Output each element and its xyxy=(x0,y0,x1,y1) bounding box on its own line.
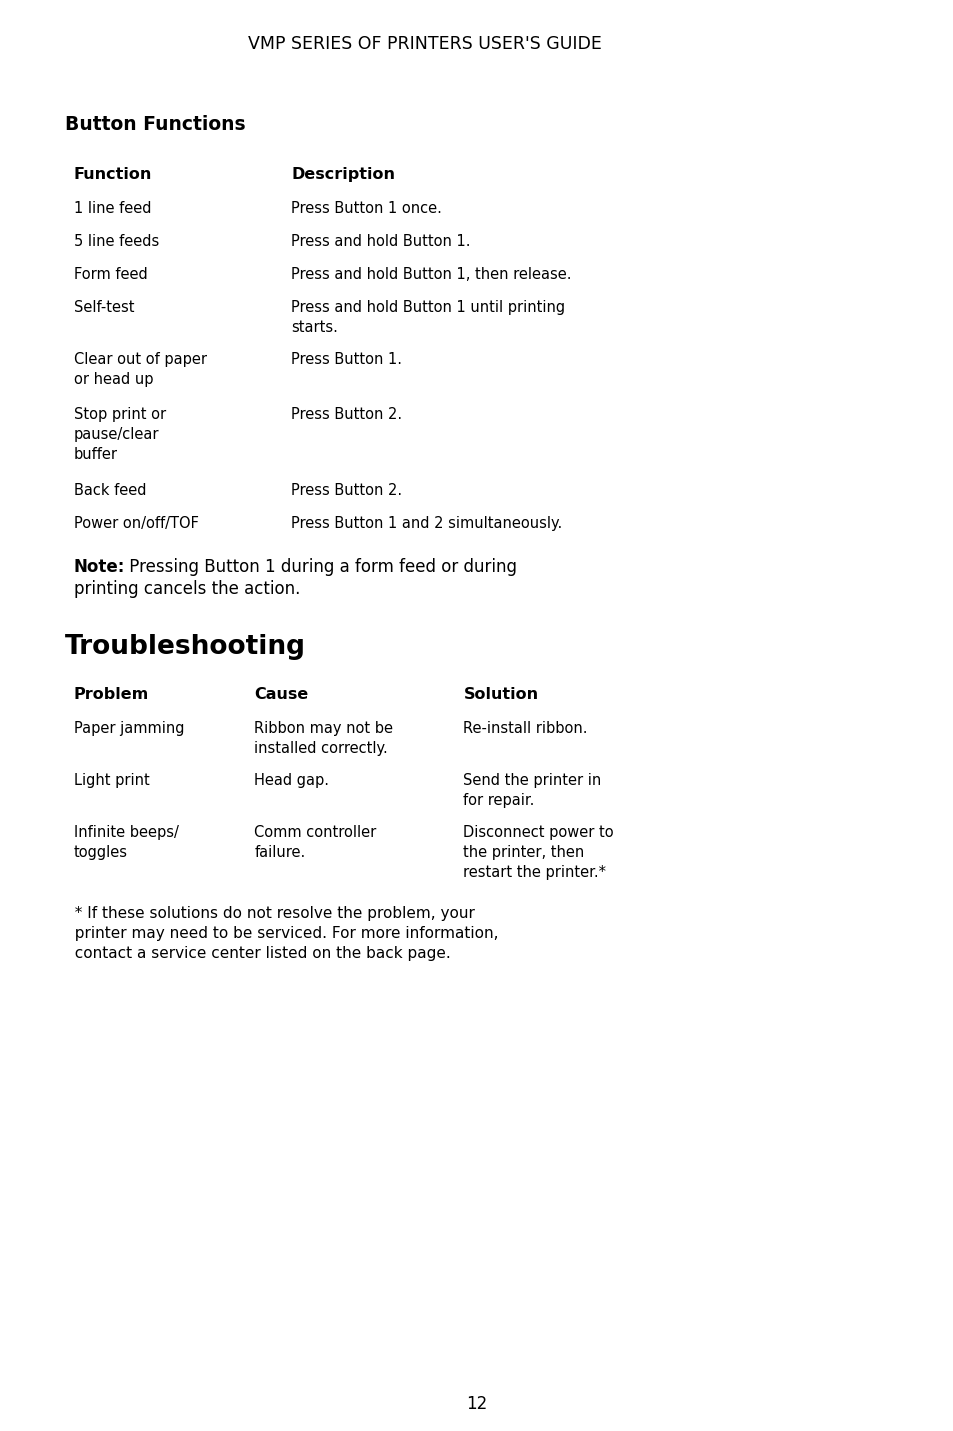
Text: Form feed: Form feed xyxy=(74,268,148,282)
Text: printing cancels the action.: printing cancels the action. xyxy=(74,580,300,598)
Text: Clear out of paper
or head up: Clear out of paper or head up xyxy=(74,352,207,386)
Text: Problem: Problem xyxy=(74,687,149,703)
Text: Function: Function xyxy=(74,167,152,182)
Text: Press and hold Button 1 until printing
starts.: Press and hold Button 1 until printing s… xyxy=(291,301,565,335)
Text: Press Button 1.: Press Button 1. xyxy=(291,352,402,366)
Text: Ribbon may not be
installed correctly.: Ribbon may not be installed correctly. xyxy=(254,721,393,756)
Text: Re-install ribbon.: Re-install ribbon. xyxy=(463,721,587,736)
Text: 5 line feeds: 5 line feeds xyxy=(74,235,159,249)
Text: Cause: Cause xyxy=(254,687,309,703)
Text: Press Button 2.: Press Button 2. xyxy=(291,406,402,422)
Text: Comm controller
failure.: Comm controller failure. xyxy=(254,826,376,860)
Text: Send the printer in
for repair.: Send the printer in for repair. xyxy=(463,773,601,809)
Text: Press Button 1 and 2 simultaneously.: Press Button 1 and 2 simultaneously. xyxy=(291,517,562,531)
Text: Solution: Solution xyxy=(463,687,538,703)
Text: Light print: Light print xyxy=(74,773,150,788)
Text: Button Functions: Button Functions xyxy=(65,114,245,135)
Text: 1 line feed: 1 line feed xyxy=(74,200,152,216)
Text: * If these solutions do not resolve the problem, your
  printer may need to be s: * If these solutions do not resolve the … xyxy=(65,906,498,960)
Text: Pressing Button 1 during a form feed or during: Pressing Button 1 during a form feed or … xyxy=(124,558,517,577)
Text: Self-test: Self-test xyxy=(74,301,134,315)
Text: Description: Description xyxy=(291,167,395,182)
Text: Paper jamming: Paper jamming xyxy=(74,721,184,736)
Text: Stop print or
pause/clear
buffer: Stop print or pause/clear buffer xyxy=(74,406,166,462)
Text: 12: 12 xyxy=(466,1395,487,1412)
Text: Press and hold Button 1, then release.: Press and hold Button 1, then release. xyxy=(291,268,571,282)
Text: Back feed: Back feed xyxy=(74,484,147,498)
Text: Head gap.: Head gap. xyxy=(254,773,329,788)
Text: Note:: Note: xyxy=(74,558,125,577)
Text: Disconnect power to
the printer, then
restart the printer.*: Disconnect power to the printer, then re… xyxy=(463,826,614,880)
Text: Infinite beeps/
toggles: Infinite beeps/ toggles xyxy=(74,826,179,860)
Text: VMP SERIES OF PRINTERS USER'S GUIDE: VMP SERIES OF PRINTERS USER'S GUIDE xyxy=(248,34,601,53)
Text: Troubleshooting: Troubleshooting xyxy=(65,634,306,660)
Text: Press and hold Button 1.: Press and hold Button 1. xyxy=(291,235,471,249)
Text: Press Button 2.: Press Button 2. xyxy=(291,484,402,498)
Text: Power on/off/TOF: Power on/off/TOF xyxy=(74,517,198,531)
Text: Press Button 1 once.: Press Button 1 once. xyxy=(291,200,441,216)
